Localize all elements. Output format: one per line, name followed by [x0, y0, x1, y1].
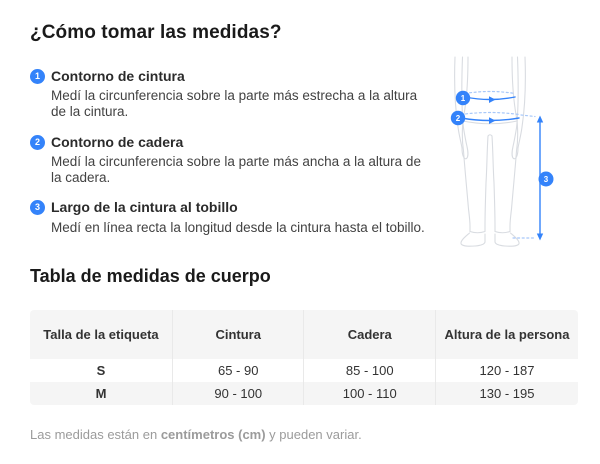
- disclaimer-unit: centímetros (cm): [160, 427, 266, 443]
- cell-size: M: [30, 382, 173, 406]
- how-to-title: ¿Cómo tomar las medidas?: [30, 22, 282, 43]
- length-arrow-down: [536, 233, 544, 241]
- step-number-badge: 1: [30, 69, 45, 84]
- step-waist: 1 Contorno de cintura Medí la circunfere…: [30, 68, 432, 120]
- waist-dashed-line: [464, 90, 516, 95]
- step-number-badge: 3: [30, 200, 45, 216]
- length-arrow-up: [536, 115, 544, 123]
- step-length: 3 Largo de la cintura al tobillo Medí en…: [30, 200, 432, 235]
- step-hip: 2 Contorno de cadera Medí la circunferen…: [30, 133, 432, 186]
- figure-marker-3-label: 3: [544, 175, 549, 184]
- cell-hip: 85 - 100: [303, 359, 436, 383]
- body-outline: [454, 56, 526, 247]
- hip-arrowhead: [489, 117, 496, 124]
- table-row-m: M 90 - 100 100 - 110 130 - 195: [30, 382, 578, 406]
- table-header-row: Talla de la etiqueta Cintura Cadera Altu…: [30, 310, 578, 360]
- cell-height: 130 - 195: [435, 382, 578, 406]
- cell-size: S: [96, 363, 106, 379]
- step-description: Medí la circunferencia sobre la parte má…: [51, 154, 421, 185]
- column-header-height: Altura de la persona: [435, 310, 578, 360]
- waist-arrowhead: [489, 96, 496, 103]
- size-table-title: Tabla de medidas de cuerpo: [30, 266, 271, 287]
- figure-marker-2-label: 2: [456, 114, 461, 123]
- figure-marker-2: [450, 110, 466, 126]
- column-header-waist: Cintura: [171, 310, 304, 360]
- cell-waist: 90 - 100: [171, 382, 304, 406]
- step-title: Contorno de cintura: [51, 68, 185, 84]
- step-description: Medí en línea recta la longitud desde la…: [51, 219, 425, 235]
- disclaimer-prefix: Las medidas están en: [30, 427, 161, 443]
- figure-marker-3: [538, 171, 554, 187]
- hip-connector-dash: [520, 114, 536, 118]
- figure-marker-1-label: 1: [461, 94, 466, 103]
- step-title: Largo de la cintura al tobillo: [51, 199, 238, 216]
- size-guide-content: ¿Cómo tomar las medidas? 1 Contorno de c…: [30, 22, 578, 442]
- figure-marker-1: [455, 90, 471, 106]
- body-measurement-figure: 1 2 3: [445, 55, 577, 252]
- column-header-size: Talla de la etiqueta: [30, 310, 173, 360]
- step-title: Contorno de cadera: [51, 133, 184, 150]
- step-number-badge: 2: [30, 134, 45, 150]
- disclaimer-suffix: y pueden variar.: [265, 427, 362, 443]
- cell-waist: 65 - 90: [171, 359, 304, 383]
- step-description: Medí la circunferencia sobre la parte má…: [51, 88, 418, 120]
- hip-dashed-line: [460, 111, 520, 116]
- measurements-disclaimer: Las medidas están en centímetros (cm) y …: [30, 427, 578, 442]
- measurement-annotations: 1 2 3: [450, 90, 554, 241]
- measurement-steps: 1 Contorno de cintura Medí la circunfere…: [30, 68, 432, 235]
- cell-hip: 100 - 110: [303, 382, 436, 406]
- body-measurements-table: Talla de la etiqueta Cintura Cadera Altu…: [30, 310, 578, 406]
- body-figure-illustration: 1 2 3: [450, 56, 554, 247]
- column-header-hip: Cadera: [303, 310, 436, 360]
- table-row-s: S 65 - 90 85 - 100 120 - 187: [30, 359, 578, 383]
- cell-height: 120 - 187: [435, 359, 578, 383]
